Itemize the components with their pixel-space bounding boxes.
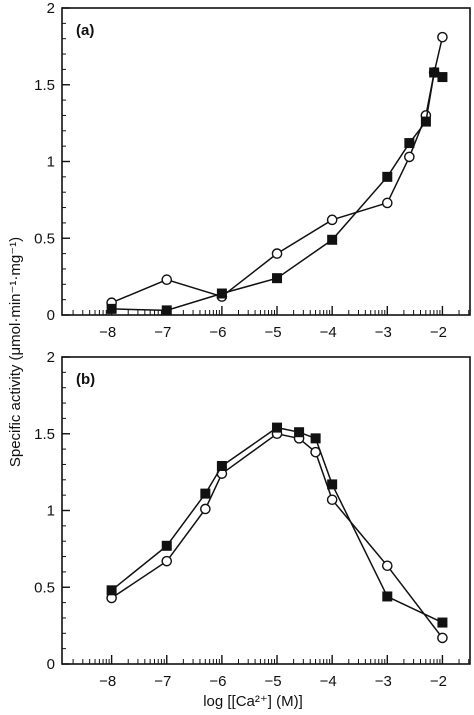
panel-b-filled-square-point <box>216 460 227 471</box>
panel-a-filled-square-point <box>382 171 393 182</box>
panel-b-x-tick-label: −6 <box>209 673 226 690</box>
panel-a-filled-square-point <box>216 288 227 299</box>
panel-b-x-tick-label: −2 <box>430 673 447 690</box>
panel-a-filled-square-point <box>106 303 117 314</box>
x-axis-title: log [[Ca²⁺] (M)] <box>203 693 303 710</box>
panel-b-series-square-line <box>111 426 443 624</box>
panel-a-open-circle-point <box>161 274 173 285</box>
panel-b-filled-square-point <box>106 585 117 596</box>
panel-a-filled-square-point <box>404 138 415 149</box>
panel-b-y-tick-label: 1 <box>47 503 55 520</box>
panel-b-open-circle-point <box>326 494 338 506</box>
panel-b-filled-square-point <box>437 617 448 628</box>
panel-a-chart: 0 0.5 1 1.5 2 −8 −7 −6 −5 −4 −3 −2 (a) <box>34 0 471 341</box>
panel-a-open-circle-point <box>404 151 415 163</box>
panel-a-filled-square-point <box>429 67 440 78</box>
panel-a-x-tick-label: −4 <box>320 324 337 341</box>
panel-a-x-tick-label: −2 <box>430 324 447 341</box>
panel-a-filled-square-point <box>327 234 338 245</box>
panel-a-series-circle-line <box>111 37 444 304</box>
panel-b-y-tick-label: 1.5 <box>34 426 55 443</box>
panel-b-filled-square-point <box>161 540 172 551</box>
panel-b-x-tick-label: −7 <box>154 673 171 690</box>
panel-a-filled-square-point <box>420 116 431 127</box>
y-axis-title: Specific activity (μmol·min⁻¹·mg⁻¹) <box>7 237 24 467</box>
panel-a-y-tick-label: 1 <box>47 154 55 171</box>
panel-b-filled-square-point <box>272 422 283 433</box>
panel-b-open-circle-point <box>161 555 173 567</box>
panel-a-filled-square-point <box>272 273 283 284</box>
panel-a-y-tick-label: 1.5 <box>34 77 55 94</box>
panel-b-filled-square-point <box>327 479 338 490</box>
panel-b-filled-square-point <box>294 427 305 438</box>
panel-b-open-circle-point <box>381 560 393 572</box>
panel-a-open-circle-point <box>271 248 283 259</box>
panel-a-filled-square-point <box>161 305 172 316</box>
panel-a-y-tick-label: 2 <box>47 0 55 17</box>
panel-a-x-tick-label: −8 <box>99 324 116 341</box>
panel-b-x-tick-label: −3 <box>375 673 392 690</box>
panel-b-x-tick-label: −4 <box>320 673 337 690</box>
panel-b-filled-square-point <box>310 433 321 444</box>
panel-b-filled-square-point <box>382 591 393 602</box>
panel-a-open-circle-point <box>326 214 338 226</box>
panel-b-y-tick-label: 0.5 <box>34 579 55 596</box>
panel-a-series-square-line <box>111 71 443 312</box>
panel-b-y-tick-label: 2 <box>47 349 55 366</box>
panel-a-label: (a) <box>76 22 94 39</box>
panel-b-label: (b) <box>76 371 95 388</box>
panel-a-filled-square-point <box>437 72 448 83</box>
panel-b-open-circle-point <box>437 632 448 644</box>
panel-a-open-circle-point <box>437 31 448 43</box>
panel-b-frame <box>61 356 471 665</box>
panel-a-x-tick-label: −3 <box>375 324 392 341</box>
panel-a-open-circle-point <box>381 197 393 209</box>
panel-b-open-circle-point <box>200 503 211 515</box>
panel-b-x-tick-label: −8 <box>99 673 116 690</box>
panel-b-series-circle-line <box>111 432 443 639</box>
panel-a-x-tick-label: −7 <box>154 324 171 341</box>
panel-a-x-tick-label: −6 <box>209 324 226 341</box>
panel-a-y-tick-label: 0 <box>47 307 55 324</box>
panel-b-filled-square-point <box>200 488 211 499</box>
panel-b-chart: 0 0.5 1 1.5 2 −8 −7 −6 −5 −4 −3 −2 (b) <box>34 349 471 690</box>
panel-a-x-tick-label: −5 <box>264 324 281 341</box>
panel-a-y-tick-label: 0.5 <box>34 230 55 247</box>
panel-b-y-tick-label: 0 <box>47 656 55 673</box>
panel-b-x-tick-label: −5 <box>264 673 281 690</box>
